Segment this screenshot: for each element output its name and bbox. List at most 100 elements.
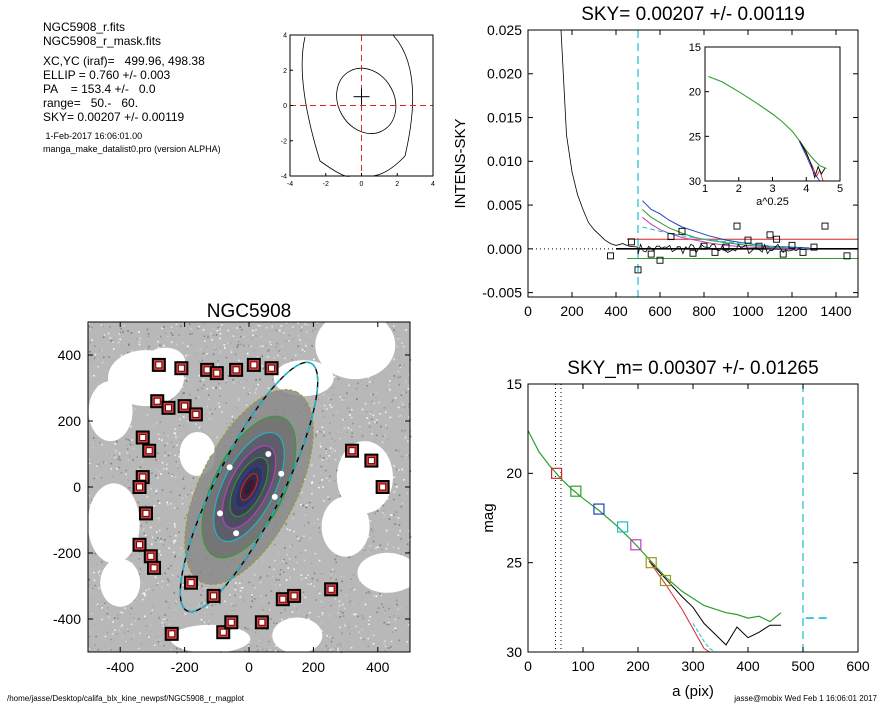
noise-pixel [155,490,158,493]
noise-pixel [259,581,262,584]
noise-pixel [320,489,323,491]
noise-pixel [375,547,377,549]
noise-pixel [157,541,160,543]
noise-pixel [392,476,395,479]
noise-pixel [261,355,263,358]
noise-pixel [239,596,242,598]
noise-pixel [349,600,352,603]
noise-pixel [111,349,113,352]
image-mask-region [321,496,370,557]
noise-pixel [94,345,96,347]
noise-pixel [104,462,107,464]
contour-x-tick-label: 4 [431,181,435,188]
sky-box-inner [142,509,150,517]
noise-pixel [368,531,371,533]
noise-pixel [163,326,165,328]
noise-pixel [143,592,146,594]
noise-pixel [174,476,177,478]
sky-box-inner [150,564,158,572]
noise-pixel [398,383,400,386]
noise-pixel [230,350,233,352]
noise-pixel [108,356,110,358]
noise-pixel [309,500,312,502]
noise-pixel [275,329,278,332]
noise-pixel [232,335,235,337]
image-mask-region [357,552,418,593]
noise-pixel [89,328,92,330]
noise-pixel [368,623,370,625]
noise-pixel [237,617,240,619]
noise-pixel [152,605,154,608]
noise-pixel [172,399,175,402]
noise-pixel [337,588,340,590]
noise-pixel [197,396,200,398]
noise-pixel [144,595,146,597]
noise-pixel [310,583,312,585]
noise-pixel [384,610,386,612]
noise-pixel [173,609,176,611]
noise-pixel [404,406,406,409]
noise-pixel [391,375,394,378]
noise-pixel [345,594,348,597]
sky-point [627,238,635,246]
noise-pixel [274,583,277,586]
noise-pixel [255,343,258,346]
noise-pixel [320,465,323,468]
image-star-spot [265,451,272,457]
noise-pixel [396,603,398,606]
sky-title: SKY= 0.00207 +/- 0.00119 [581,4,805,25]
noise-pixel [130,638,133,641]
noise-pixel [323,404,326,407]
noise-pixel [179,648,182,650]
noise-pixel [166,442,169,445]
noise-pixel [300,574,303,576]
noise-pixel [373,594,375,597]
noise-pixel [370,380,373,383]
noise-pixel [208,398,210,401]
noise-pixel [370,528,372,531]
noise-pixel [284,547,286,549]
noise-pixel [393,513,395,516]
sky-point [799,248,807,256]
noise-pixel [212,334,215,337]
noise-pixel [120,611,122,613]
noise-pixel [147,333,150,335]
noise-pixel [311,481,314,483]
noise-pixel [355,387,358,390]
noise-pixel [127,439,130,441]
noise-pixel [116,440,118,443]
noise-pixel [258,577,261,580]
noise-pixel [278,535,281,538]
noise-pixel [332,394,334,396]
noise-pixel [184,613,187,615]
noise-pixel [281,618,283,621]
noise-pixel [138,557,141,560]
noise-pixel [371,599,374,601]
noise-pixel [216,330,219,332]
noise-pixel [174,539,177,542]
noise-pixel [214,603,217,606]
noise-pixel [158,529,161,532]
noise-pixel [400,455,402,458]
noise-pixel [100,349,103,352]
noise-pixel [178,494,181,496]
noise-pixel [161,580,164,583]
noise-pixel [352,422,354,425]
noise-pixel [163,624,166,627]
noise-pixel [156,488,158,491]
noise-pixel [139,455,142,458]
noise-pixel [404,429,406,432]
noise-pixel [246,405,248,408]
noise-pixel [313,522,315,525]
noise-pixel [309,611,311,614]
noise-pixel [168,580,170,583]
noise-pixel [175,408,177,410]
noise-pixel [377,607,380,609]
sky-profile-green [642,209,810,250]
noise-pixel [316,322,319,324]
noise-pixel [143,532,146,535]
noise-pixel [349,410,351,413]
noise-pixel [368,422,371,424]
mag-x-tick-label: 0 [524,658,532,674]
noise-pixel [125,444,128,446]
